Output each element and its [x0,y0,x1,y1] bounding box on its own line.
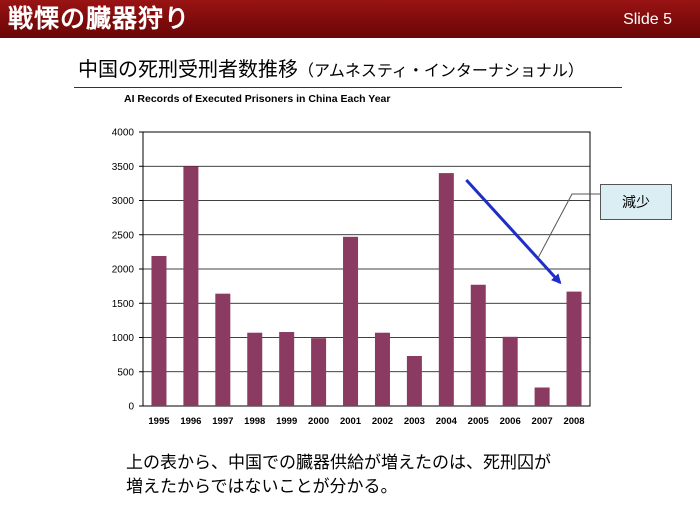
x-tick-label: 2007 [532,416,553,427]
y-tick-label: 2000 [112,265,135,276]
x-tick-label: 1998 [244,416,265,427]
bar [279,332,295,406]
x-tick-label: 2006 [500,416,521,427]
bar [343,236,359,406]
bar [566,291,582,406]
x-tick-label: 2004 [436,416,458,427]
bar [151,255,167,406]
x-tick-label: 1995 [148,416,170,427]
bar [438,173,454,406]
bottom-caption: 上の表から、中国での臓器供給が増えたのは、死刑囚が 増えたからではないことが分か… [126,451,646,499]
x-tick-label: 2003 [404,416,425,427]
callout-leader [537,193,600,259]
bar [374,332,390,406]
bottom-caption-line-2: 増えたからではないことが分かる。 [126,477,398,497]
title-underline [74,87,622,88]
bar [183,166,199,406]
y-tick-label: 500 [117,367,134,378]
x-tick-label: 2001 [340,416,362,427]
bottom-caption-line-1: 上の表から、中国での臓器供給が増えたのは、死刑囚が [126,453,551,473]
x-tick-label: 1996 [180,416,201,427]
y-tick-label: 2500 [112,230,135,241]
x-tick-label: 2005 [468,416,490,427]
bar [502,336,518,406]
bar [247,332,263,406]
bar [470,284,486,406]
y-tick-label: 3500 [112,162,135,173]
slide-number: Slide 5 [623,11,672,28]
bar [215,293,231,406]
x-tick-label: 1997 [212,416,233,427]
slide-title-sub: （アムネスティ・インターナショナル） [298,61,584,80]
header-bar [0,0,700,38]
y-tick-label: 1500 [112,299,135,310]
callout-box: 減少 [600,184,672,220]
x-tick-label: 2008 [563,416,584,427]
x-tick-label: 1999 [276,416,297,427]
slide-title-main: 中国の死刑受刑者数推移 [78,57,298,81]
y-tick-label: 3000 [112,196,135,207]
header-title: 戦慄の臓器狩り [8,4,191,33]
y-tick-label: 0 [128,402,134,413]
chart-title: AI Records of Executed Prisoners in Chin… [124,93,391,105]
y-tick-label: 4000 [112,128,135,139]
y-tick-label: 1000 [112,333,135,344]
bar [534,387,550,406]
x-tick-label: 2002 [372,416,393,427]
bar [406,355,422,406]
x-tick-label: 2000 [308,416,329,427]
slide-title: 中国の死刑受刑者数推移（アムネスティ・インターナショナル） [78,56,584,84]
bar [311,338,327,406]
decrease-arrow [465,178,562,285]
